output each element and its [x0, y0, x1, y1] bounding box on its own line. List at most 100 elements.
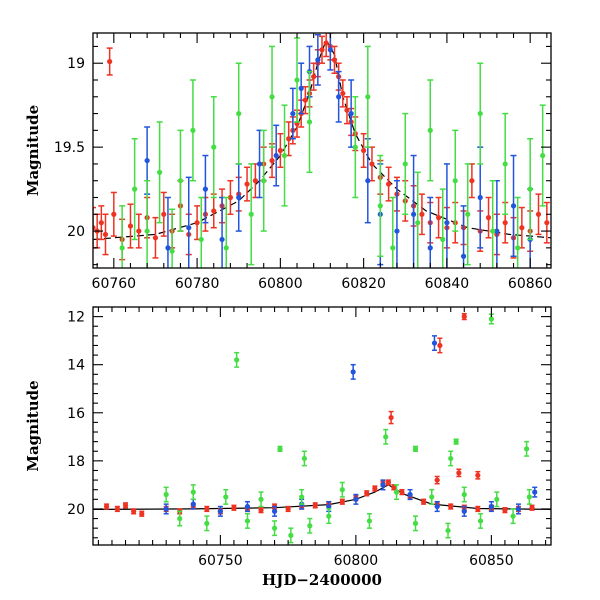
data-point	[385, 479, 391, 486]
data-point	[299, 488, 305, 505]
data-point	[429, 488, 435, 505]
bottom-model-curve-layer	[93, 484, 551, 510]
top-light-curve-panel: 60760 60780 60800 60820 60840 60860 1919.520 …	[24, 32, 553, 292]
data-point	[258, 506, 264, 514]
bottom-y-tick-labels: 12 14 16 18 20	[67, 310, 85, 518]
data-point	[114, 505, 120, 513]
bottom-tick-marks	[93, 306, 551, 545]
data-point	[326, 508, 332, 525]
data-point	[350, 363, 356, 380]
top-plot-frame	[92, 32, 552, 269]
data-point	[389, 196, 396, 268]
data-point	[524, 440, 530, 457]
data-point	[102, 213, 109, 256]
top-y-tick-labels: 19 19.5 20	[54, 56, 85, 240]
series-2	[119, 37, 546, 268]
x-tick-label: 60840	[425, 276, 470, 292]
y-tick-label: 19.5	[54, 140, 85, 156]
data-point	[475, 470, 481, 480]
x-tick-label: 60750	[198, 553, 243, 569]
data-point	[435, 196, 442, 239]
data-point	[127, 203, 134, 249]
data-point	[464, 163, 471, 266]
data-point	[445, 522, 451, 539]
data-point	[412, 515, 419, 532]
x-tick-label: 60850	[469, 553, 514, 569]
data-point	[452, 129, 459, 232]
data-point	[434, 500, 440, 513]
data-point	[393, 484, 400, 501]
data-point	[194, 205, 201, 241]
data-point	[177, 129, 184, 232]
data-point	[368, 146, 375, 182]
x-tick-label: 60820	[341, 276, 386, 292]
data-point	[502, 506, 508, 514]
data-point	[210, 193, 217, 229]
data-point	[485, 196, 492, 239]
data-point	[461, 505, 467, 517]
top-x-tick-labels: 60760 60780 60800 60820 60840 60860	[92, 276, 553, 292]
data-point	[244, 166, 251, 202]
data-point	[421, 498, 427, 505]
data-point	[277, 132, 284, 169]
data-point	[431, 335, 438, 352]
data-point	[271, 520, 278, 537]
data-point	[414, 171, 421, 268]
model-curve	[93, 38, 551, 241]
data-point	[131, 138, 138, 241]
data-point	[460, 205, 467, 268]
series-2	[163, 313, 532, 544]
data-point	[131, 508, 137, 515]
data-point	[339, 481, 345, 498]
bottom-light-curve-panel: 60750 60800 60850 12 14 16 18 20 Magnitude HJD…	[24, 306, 552, 589]
data-point	[204, 505, 210, 513]
top-y-axis-label: Magnitude	[24, 105, 42, 196]
data-point	[223, 196, 230, 268]
data-point	[510, 154, 517, 257]
data-point	[285, 505, 291, 513]
top-series-layer	[93, 33, 550, 268]
data-point	[377, 154, 384, 257]
data-point	[260, 129, 267, 232]
bottom-x-axis-label: HJD−2400000	[262, 571, 382, 589]
data-point	[252, 163, 259, 199]
data-point	[339, 79, 346, 108]
data-point	[234, 351, 240, 368]
data-point	[364, 490, 370, 497]
series-1	[163, 335, 538, 517]
data-point	[364, 45, 371, 148]
data-point	[288, 527, 294, 544]
data-point	[306, 70, 313, 174]
data-point	[314, 33, 321, 86]
data-point	[477, 62, 484, 165]
data-point	[301, 450, 307, 467]
data-point	[210, 96, 217, 199]
data-point	[244, 500, 251, 513]
data-point	[269, 143, 276, 179]
data-point	[235, 163, 242, 232]
y-tick-label: 20	[67, 502, 85, 518]
data-point	[122, 502, 129, 509]
data-point	[385, 166, 392, 202]
data-point	[348, 79, 355, 148]
data-point	[319, 35, 325, 64]
data-point	[453, 438, 459, 445]
data-point	[383, 428, 389, 445]
data-point	[343, 96, 350, 125]
data-point	[388, 410, 394, 425]
data-point	[185, 176, 192, 268]
data-point	[227, 179, 234, 216]
y-tick-label: 16	[67, 406, 85, 422]
bottom-plot-frame	[92, 306, 552, 546]
bottom-x-tick-labels: 60750 60800 60850	[198, 553, 514, 569]
data-point	[152, 216, 159, 259]
data-point	[204, 515, 210, 532]
data-point	[335, 70, 342, 123]
data-point	[448, 503, 454, 510]
data-point	[273, 124, 280, 187]
data-point	[169, 208, 176, 268]
data-point	[437, 337, 443, 354]
y-tick-label: 18	[67, 454, 85, 470]
data-point	[412, 445, 419, 452]
data-point	[298, 62, 305, 115]
